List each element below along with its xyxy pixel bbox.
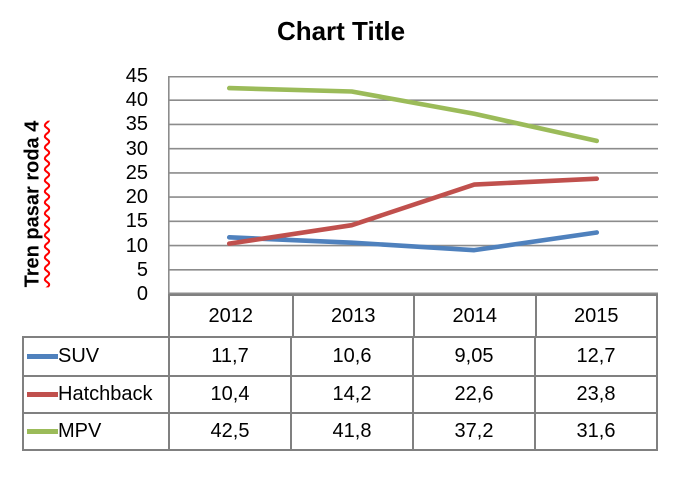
chart-title: Chart Title: [276, 16, 406, 46]
y-tick-label: 45: [125, 65, 148, 87]
y-tick-label: 10: [125, 234, 148, 257]
data-table-value-cell: 10,4: [168, 375, 290, 412]
legend-cell-mpv: MPV: [24, 412, 168, 449]
category-header-cell: 2013: [291, 296, 414, 336]
data-table-value-cell: 9,05: [412, 338, 534, 375]
y-tick-label: 35: [125, 113, 148, 136]
legend-label: SUV: [58, 345, 100, 367]
series-line-mpv: [226, 85, 600, 144]
data-table-value-cell: 31,6: [534, 412, 656, 449]
data-table-value-cell: 37,2: [412, 412, 534, 449]
series-line-suv: [226, 230, 600, 253]
y-tick-label: 15: [125, 210, 148, 233]
data-table-value-cell: 23,8: [534, 375, 656, 412]
y-axis-title: Tren pasar roda 4: [21, 120, 44, 288]
data-table-value-cell: 22,6: [412, 375, 534, 412]
legend-label: MPV: [58, 420, 102, 442]
data-table-value-cell: 42,5: [168, 412, 290, 449]
legend-label: Hatchback: [58, 383, 153, 405]
data-table-value-cell: 12,7: [534, 338, 656, 375]
series-line-hatchback: [226, 176, 600, 246]
category-header-cell: 2015: [534, 296, 657, 336]
legend-cell-suv: SUV: [24, 338, 168, 375]
y-tick-label: 30: [125, 137, 148, 160]
category-header-cell: 2014: [413, 296, 535, 336]
data-table: SUV 11,7 10,6 9,05 12,7 Hatchback 10,4 14,2 22,6…: [22, 336, 658, 451]
y-tick-label: 5: [136, 258, 148, 281]
plot-area: [168, 75, 658, 295]
y-tick-label: 25: [125, 161, 148, 184]
y-tick-label: 40: [125, 89, 148, 112]
data-table-value-cell: 41,8: [290, 412, 412, 449]
data-table-value-cell: 14,2: [290, 375, 412, 412]
data-table-value-cell: 11,7: [168, 338, 290, 375]
legend-line-marker: [27, 354, 58, 359]
legend-line-marker: [27, 392, 58, 397]
category-header-row: 2012 2013 2014 2015: [168, 294, 658, 338]
legend-cell-hatchback: Hatchback: [24, 375, 168, 412]
y-tick-label: 0: [136, 283, 148, 305]
category-header-cell: 2012: [208, 304, 254, 327]
legend-line-marker: [27, 429, 58, 434]
data-table-value-cell: 10,6: [290, 338, 412, 375]
y-tick-label: 20: [125, 186, 148, 209]
